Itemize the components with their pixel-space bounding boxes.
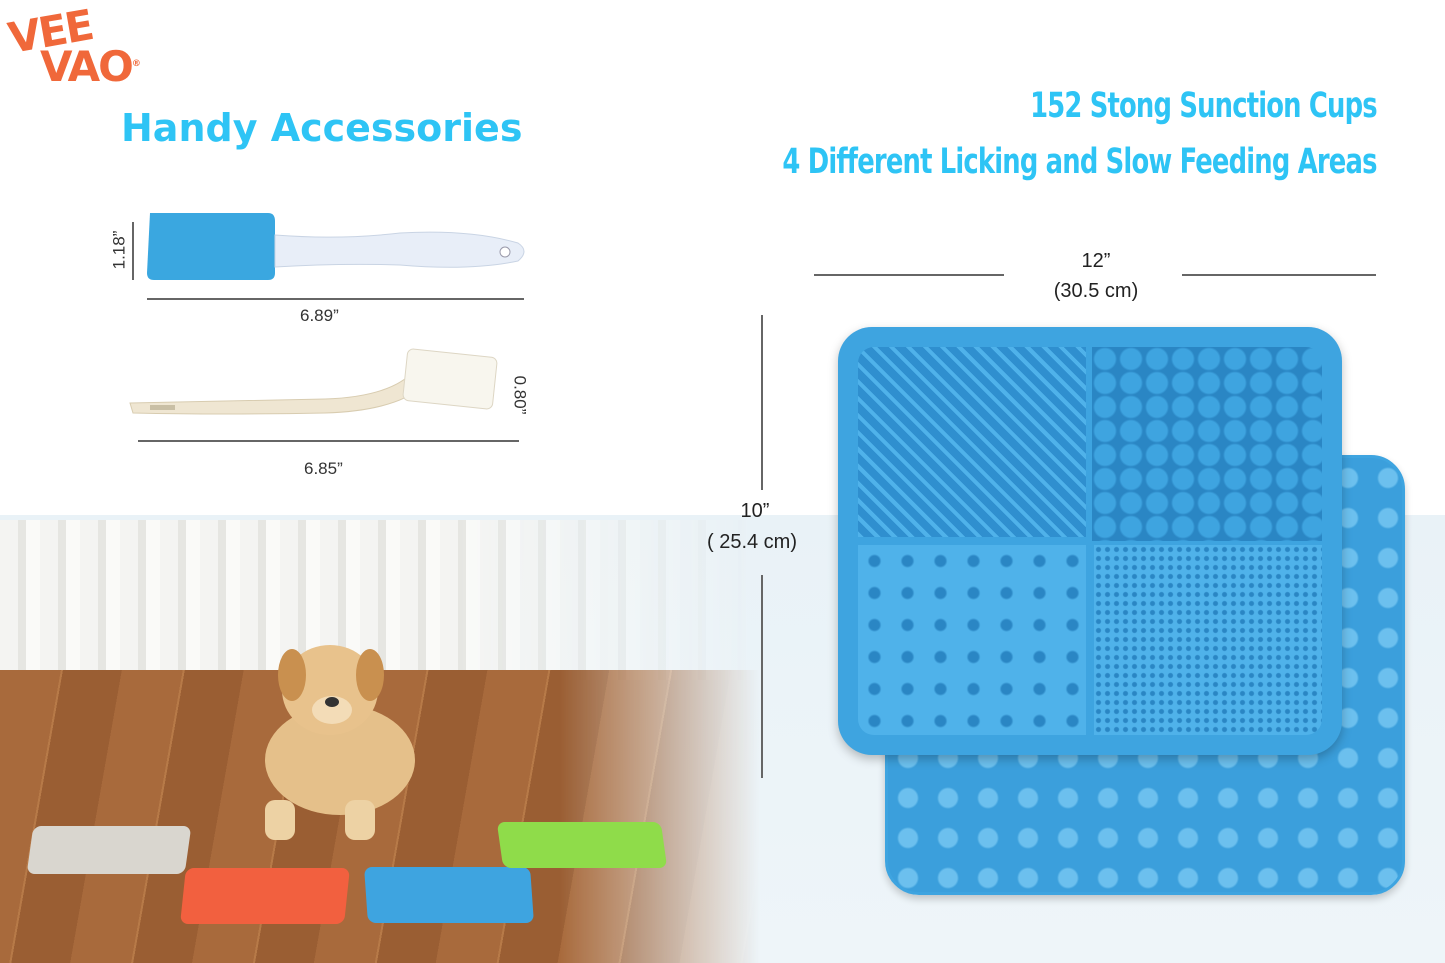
- spatula-height-line: [132, 222, 134, 280]
- accessories-heading: Handy Accessories: [121, 106, 523, 150]
- brush-image: [129, 348, 498, 415]
- mini-mat-green: [496, 822, 668, 868]
- mini-mat-red: [180, 868, 350, 924]
- mini-mat-beige: [26, 826, 192, 874]
- dog-image: [265, 645, 415, 840]
- height-cm-label: ( 25.4 cm): [706, 531, 798, 553]
- logo-line-2: VAO: [40, 42, 134, 91]
- spatula-height-label: 1.18”: [109, 230, 129, 270]
- height-line-bottom: [761, 575, 763, 778]
- brush-height-label: 0.80”: [510, 375, 530, 415]
- spatula-length-label: 6.89”: [300, 306, 339, 325]
- feature-heading-suction: 152 Stong Sunction Cups: [1030, 86, 1378, 126]
- brush-length-line: [138, 440, 519, 442]
- width-cm-label: (30.5 cm): [1053, 280, 1139, 302]
- spatula-image: [147, 213, 525, 280]
- brand-logo: VEE VAO®: [5, 0, 141, 87]
- lick-mat-front: [838, 327, 1342, 755]
- brush-length-label: 6.85”: [304, 459, 343, 478]
- zone-stars: [858, 545, 1086, 735]
- mini-mat-blue: [364, 867, 534, 923]
- height-inches-label: 10”: [740, 500, 770, 522]
- feature-heading-areas: 4 Different Licking and Slow Feeding Are…: [782, 142, 1378, 182]
- width-line-left: [814, 274, 1004, 276]
- width-inches-label: 12”: [1081, 250, 1111, 272]
- spatula-length-line: [147, 298, 524, 300]
- curtain: [0, 520, 760, 680]
- zone-diagonal-ridges: [858, 347, 1086, 537]
- height-line-top: [761, 315, 763, 490]
- zone-dots: [1094, 545, 1322, 735]
- width-line-right: [1182, 274, 1376, 276]
- registered-mark: ®: [131, 59, 141, 69]
- zone-honeycomb: [1092, 347, 1322, 541]
